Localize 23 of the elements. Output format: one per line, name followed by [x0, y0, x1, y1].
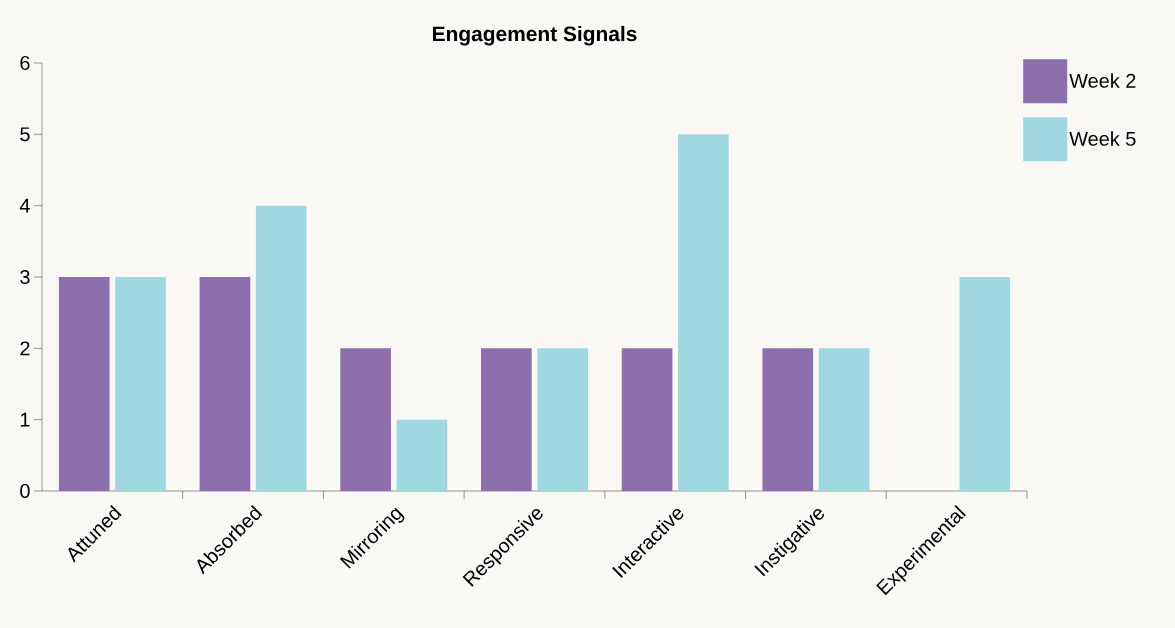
legend-label: Week 5	[1069, 131, 1136, 146]
bar	[959, 277, 1011, 491]
bar	[115, 277, 166, 491]
bar	[678, 134, 729, 491]
bar	[255, 205, 307, 491]
bar	[621, 348, 673, 491]
y-tick-label: 5	[20, 127, 30, 142]
legend-label: Week 2	[1069, 73, 1136, 88]
bar	[481, 348, 532, 491]
y-tick-label: 4	[19, 198, 30, 213]
bar	[58, 277, 110, 491]
chart-title: Engagement Signals	[433, 25, 637, 46]
bar	[340, 348, 391, 491]
y-tick-label: 3	[20, 269, 30, 285]
bar	[818, 348, 870, 491]
bar	[537, 348, 588, 491]
bar	[762, 348, 814, 491]
y-tick-label: 0	[20, 483, 30, 499]
bar	[199, 277, 251, 491]
y-tick-label: 6	[20, 55, 30, 71]
y-tick-label: 1	[20, 412, 30, 427]
bar	[396, 419, 448, 491]
y-tick-label: 2	[20, 341, 30, 356]
